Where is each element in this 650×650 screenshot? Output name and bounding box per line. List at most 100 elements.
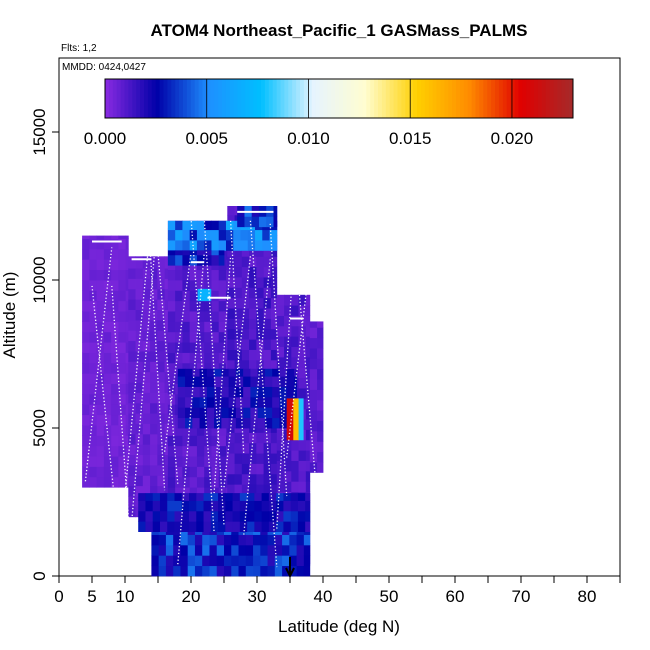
heatmap-cell <box>142 330 151 342</box>
heatmap-patch <box>238 534 247 546</box>
heatmap-cell <box>211 311 220 322</box>
heatmap-patch <box>218 510 226 522</box>
heatmap-patch <box>145 521 154 532</box>
heatmap-patch <box>138 500 146 512</box>
heatmap-cell <box>189 321 198 333</box>
heatmap-cell <box>241 473 250 485</box>
heatmap-cell <box>309 410 318 421</box>
heatmap-cell <box>196 362 205 374</box>
colorbar-segment <box>510 79 515 118</box>
heatmap-cell <box>305 294 311 306</box>
colorbar-segment <box>537 79 543 118</box>
flight-track-segment <box>286 262 311 458</box>
heatmap-patch <box>152 500 161 512</box>
heatmap-cell <box>150 444 158 456</box>
heatmap-patch <box>225 500 233 512</box>
heatmap-cell <box>249 463 257 475</box>
colorbar-segment <box>417 79 422 118</box>
heatmap-cell <box>227 256 235 268</box>
heatmap-cell <box>150 361 158 373</box>
heatmap-cell <box>135 454 144 466</box>
heatmap-patch <box>177 407 186 419</box>
heatmap-patch <box>218 250 225 256</box>
heatmap-patch <box>260 544 268 556</box>
heatmap-cell <box>175 342 183 353</box>
heatmap-cell <box>291 470 299 482</box>
heatmap-cell <box>189 300 198 312</box>
dates-note: MMDD: 0424,0427 <box>62 62 146 73</box>
heatmap-cell <box>270 442 278 454</box>
heatmap-patch <box>240 240 249 251</box>
heatmap-patch <box>231 555 239 567</box>
heatmap-patch <box>175 229 183 241</box>
heatmap-cell <box>256 245 264 257</box>
heatmap-cell <box>82 393 90 405</box>
heatmap-patch <box>267 565 276 577</box>
heatmap-patch <box>202 531 210 535</box>
heatmap-cell <box>164 361 169 373</box>
heatmap-patch <box>282 565 290 577</box>
heatmap-cell <box>218 425 227 436</box>
flight-track-segment <box>269 223 288 497</box>
colorbar-segment <box>136 79 141 118</box>
heatmap-cell <box>135 257 144 269</box>
colorbar-segment <box>147 79 153 118</box>
heatmap-cell <box>118 248 127 260</box>
colorbar-tick-label: 0.020 <box>491 129 534 148</box>
heatmap-cell <box>157 309 165 321</box>
heatmap-cell <box>227 484 235 495</box>
colorbar-segment <box>541 79 547 118</box>
heatmap-patch <box>206 386 215 398</box>
heatmap-cell <box>82 342 90 353</box>
heatmap-cell <box>270 484 278 495</box>
heatmap-cell <box>249 287 257 299</box>
heatmap-cell <box>164 256 169 259</box>
heatmap-cell <box>96 476 105 488</box>
heatmap-patch <box>189 220 198 231</box>
heatmap-cell <box>118 342 127 353</box>
heatmap-cell <box>234 266 243 278</box>
heatmap-patch <box>196 500 204 512</box>
heatmap-cell <box>225 352 228 364</box>
heatmap-cell <box>227 339 235 350</box>
heatmap-patch <box>192 396 200 408</box>
heatmap-cell <box>150 288 158 300</box>
heatmap-cell <box>118 476 127 488</box>
colorbar-segment <box>249 79 254 118</box>
heatmap-cell <box>135 433 144 445</box>
heatmap-patch <box>180 544 189 556</box>
heatmap-patch <box>224 531 232 535</box>
colorbar-segment <box>163 79 168 118</box>
heatmap-cell <box>218 321 227 333</box>
heatmap-cell <box>125 383 129 395</box>
colorbar-segment <box>124 79 129 118</box>
heatmap-cell <box>167 290 176 302</box>
colorbar-segment <box>105 79 110 118</box>
colorbar-segment <box>413 79 418 118</box>
heatmap-cell <box>89 290 98 302</box>
heatmap-cell <box>164 330 169 342</box>
heatmap-cell <box>249 349 257 361</box>
heatmap-patch <box>182 240 191 251</box>
heatmap-cell <box>227 328 235 340</box>
heatmap-patch <box>218 254 225 266</box>
heatmap-cell <box>225 445 228 457</box>
colorbar-segment <box>253 79 258 118</box>
heatmap-patch <box>196 250 205 256</box>
heatmap-patch <box>245 534 254 546</box>
heatmap-cell <box>317 337 324 349</box>
heatmap-cell <box>317 451 324 463</box>
heatmap-patch <box>293 386 297 398</box>
heatmap-cell <box>111 466 119 478</box>
colorbar-segment <box>171 79 176 118</box>
heatmap-patch <box>199 417 208 429</box>
heatmap-patch <box>159 493 168 501</box>
heatmap-cell <box>196 476 205 488</box>
heatmap-patch <box>158 565 167 577</box>
heatmap-patch <box>214 368 222 377</box>
heatmap-patch <box>238 531 247 535</box>
heatmap-cell <box>234 287 243 299</box>
heatmap-cell <box>182 331 191 343</box>
heatmap-cell <box>298 388 307 399</box>
heatmap-cell <box>204 476 212 488</box>
